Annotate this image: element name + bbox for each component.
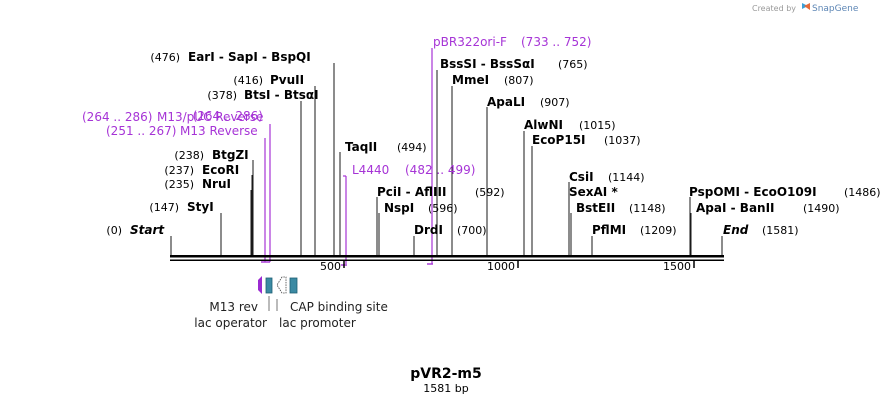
tick-label: 1500 (663, 260, 691, 273)
primer-lines (264, 48, 433, 264)
site-label-btsi[interactable]: BtsI - BtsαI (244, 88, 319, 102)
site-label-pflmi[interactable]: PflMI (592, 223, 626, 237)
site-lines (170, 63, 723, 255)
map-title: pVR2-m5 (410, 366, 482, 382)
site-pos-btgzi: (238) (174, 149, 204, 162)
dna-backbone (170, 255, 724, 261)
lac-operator-feature[interactable] (265, 277, 273, 294)
site-pos-mmei: (807) (504, 74, 534, 87)
site-label-apai[interactable]: ApaI - BanII (696, 201, 775, 215)
site-pos-alwni: (1015) (579, 119, 616, 132)
site-pos-bsteii: (1148) (629, 202, 666, 215)
feature-track (258, 276, 298, 311)
site-label-alwni[interactable]: AlwNI (524, 118, 563, 132)
site-pos-apai: (1490) (803, 202, 840, 215)
site-pos-csii: (1144) (608, 171, 645, 184)
site-pos-ecop15i: (1037) (604, 134, 641, 147)
site-label-btgzi[interactable]: BtgZI (212, 148, 249, 162)
site-label-nspi[interactable]: NspI (384, 201, 414, 215)
primer-arrow-marks (261, 261, 433, 266)
site-pos-pflmi: (1209) (640, 224, 677, 237)
feature-label-cap-binding-site: CAP binding site (290, 300, 388, 314)
coordinate-ruler: 500 1000 1500 (320, 260, 695, 273)
site-pos-taqii: (494) (397, 141, 427, 154)
site-pos-pvuii: (416) (233, 74, 263, 87)
site-label-ecop15i[interactable]: EcoP15I (532, 133, 586, 147)
site-label-styi[interactable]: StyI (187, 200, 214, 214)
feature-label-lac-promoter: lac promoter (279, 316, 356, 330)
primer-range-m13puc: (264 .. 286) (193, 109, 263, 123)
credit-prefix: Created by (752, 4, 796, 13)
site-pos-end: (1581) (762, 224, 799, 237)
credit-brand: SnapGene (812, 4, 859, 14)
cap-binding-site-feature[interactable] (289, 277, 298, 294)
primer-l4440-name[interactable]: L4440 (352, 163, 389, 177)
site-label-nrui[interactable]: NruI (202, 177, 231, 191)
primer-m13rev-name[interactable]: M13 Reverse (180, 124, 258, 138)
site-pos-eari: (476) (150, 51, 180, 64)
primer-l4440-range: (482 .. 499) (405, 163, 475, 177)
site-label-drdi[interactable]: DrdI (414, 223, 443, 237)
m13-rev-feature[interactable] (258, 276, 262, 294)
site-label-bsssi[interactable]: BssSI - BssSαI (440, 57, 535, 71)
site-label-csii[interactable]: CsiI (569, 170, 594, 184)
site-pos-ecori: (237) (164, 164, 194, 177)
primer-m13puc-range: (264 .. 286) (82, 110, 152, 124)
site-pos-nspi: (596) (428, 202, 458, 215)
site-label-pvuii[interactable]: PvuII (270, 73, 304, 87)
feature-label-lac-operator: lac operator (194, 316, 267, 330)
site-label-taqii[interactable]: TaqII (345, 140, 377, 154)
feature-label-m13-rev: M13 rev (209, 300, 258, 314)
site-pos-pcii: (592) (475, 186, 505, 199)
site-pos-nrui: (235) (164, 178, 194, 191)
site-pos-pspomi: (1486) (844, 186, 881, 199)
site-pos-drdi: (700) (457, 224, 487, 237)
tick-label: 500 (320, 260, 341, 273)
site-label-start: Start (130, 223, 165, 237)
site-label-apali[interactable]: ApaLI (487, 95, 525, 109)
map-size: 1581 bp (423, 382, 468, 395)
site-pos-start: (0) (106, 224, 122, 237)
site-label-pspomi[interactable]: PspOMI - EcoO109I (689, 185, 817, 199)
site-pos-apali: (907) (540, 96, 570, 109)
lac-promoter-feature[interactable] (276, 276, 287, 294)
site-pos-bsssi: (765) (558, 58, 588, 71)
site-label-pcii[interactable]: PciI - AflIII (377, 185, 446, 199)
site-label-mmei[interactable]: MmeI (452, 73, 489, 87)
site-label-bsteii[interactable]: BstEII (576, 201, 615, 215)
site-pos-btsi: (378) (207, 89, 237, 102)
site-pos-styi: (147) (149, 201, 179, 214)
tick-label: 1000 (487, 260, 515, 273)
primer-pbr322-name[interactable]: pBR322ori-F (433, 35, 507, 49)
primer-m13rev-range: (251 .. 267) (106, 124, 176, 138)
site-label-eari[interactable]: EarI - SapI - BspQI (188, 50, 311, 64)
site-label-ecori[interactable]: EcoRI (202, 163, 239, 177)
primer-pbr322-range: (733 .. 752) (521, 35, 591, 49)
site-label-end: End (723, 223, 749, 237)
snapgene-logo-icon (802, 3, 810, 10)
primer-m13puc-name[interactable]: M13/pUC Reverse (157, 110, 264, 124)
site-label-sexai[interactable]: SexAI * (569, 185, 618, 199)
